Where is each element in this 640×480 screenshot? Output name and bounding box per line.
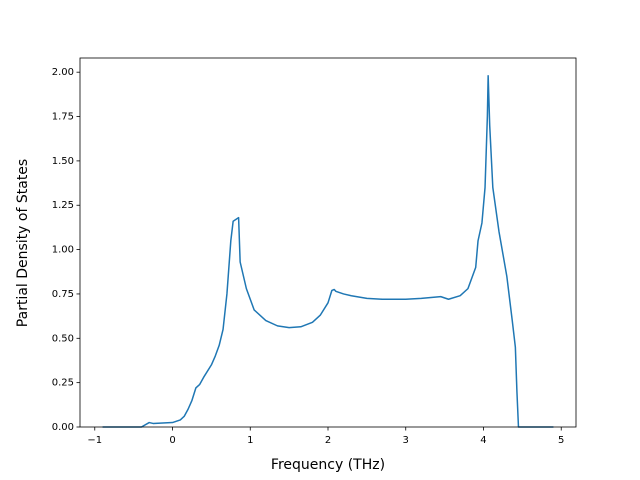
x-tick-label: 0 [169,435,175,446]
x-tick-label: −1 [87,435,102,446]
y-tick-label: 0.25 [52,378,74,389]
y-tick-label: 1.50 [52,156,74,167]
y-tick-label: 0.50 [52,333,74,344]
plot-frame [79,57,577,428]
y-tick-label: 0.75 [52,289,74,300]
x-tick-label: 3 [403,435,409,446]
y-tick-label: 0.00 [52,422,74,433]
y-axis-label: Partial Density of States [15,159,31,327]
y-tick-label: 2.00 [52,67,74,78]
y-tick-label: 1.25 [52,200,74,211]
y-tick-label: 1.75 [52,112,74,123]
y-tick-label: 1.00 [52,245,74,256]
x-tick-label: 4 [480,435,486,446]
data-line [102,74,554,428]
x-tick-label: 1 [247,435,253,446]
x-axis-label: Frequency (THz) [271,457,385,473]
x-tick-label: 2 [325,435,331,446]
x-tick-label: 5 [558,435,564,446]
